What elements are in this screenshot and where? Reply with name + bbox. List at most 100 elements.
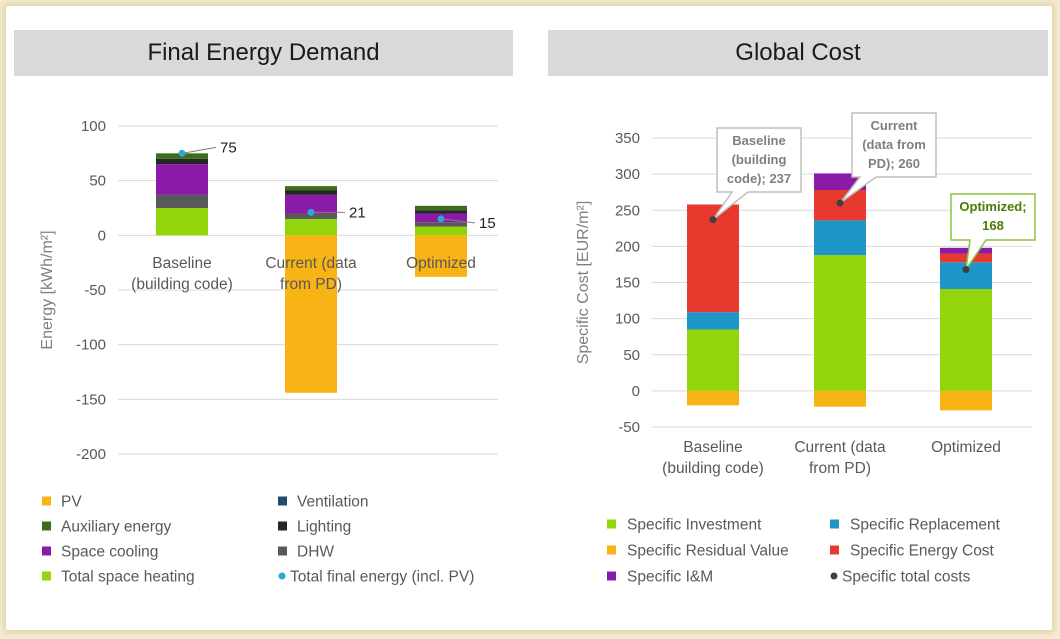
- y-tick-label: 300: [615, 166, 640, 183]
- legend-marker: [278, 546, 287, 556]
- energy-chart-title: Final Energy Demand: [14, 30, 513, 76]
- legend-entry: Lighting: [297, 519, 351, 536]
- total-cost-callout-label: 168: [982, 218, 1004, 233]
- y-tick-label: 250: [615, 202, 640, 219]
- y-tick-label: 100: [615, 311, 640, 328]
- bar-specific-replacement: [687, 312, 739, 330]
- bar-auxiliary-energy: [415, 205, 467, 211]
- legend-marker: [42, 546, 51, 556]
- bar-dhw: [285, 213, 337, 219]
- y-tick-label: 350: [615, 130, 640, 147]
- total-cost-callout-box: [839, 112, 937, 204]
- bar-dhw: [156, 194, 208, 208]
- bar-specific-residual-value: [687, 390, 739, 406]
- y-tick-label: 0: [98, 227, 106, 244]
- legend-entry: Specific I&M: [627, 569, 713, 586]
- y-tick-label: -200: [76, 446, 106, 463]
- x-category-label: Current (data: [794, 439, 886, 456]
- bar-pv: [415, 235, 467, 277]
- specific-total-cost-point: [836, 199, 844, 207]
- total-data-label: 21: [349, 204, 366, 221]
- cost-chart-title: Global Cost: [548, 30, 1048, 76]
- legend-marker: [278, 496, 287, 506]
- legend-entry: Space cooling: [61, 544, 158, 561]
- figure-frame: [6, 6, 1052, 630]
- y-tick-label: 200: [615, 238, 640, 255]
- x-category-label: (building code): [662, 460, 764, 477]
- x-category-label: (building code): [131, 276, 233, 293]
- legend-entry: PV: [61, 494, 82, 511]
- bar-specific-replacement: [814, 220, 866, 256]
- bar-lighting: [415, 210, 467, 214]
- bar-total-space-heating: [415, 226, 467, 236]
- x-category-label: Baseline: [683, 439, 742, 456]
- total-cost-callout-label: (data from: [862, 137, 926, 152]
- bar-lighting: [156, 158, 208, 165]
- legend-entry: Specific Replacement: [850, 517, 1001, 534]
- bar-space-cooling: [285, 194, 337, 214]
- total-final-energy-point: [437, 215, 445, 223]
- legend-marker: [42, 571, 51, 581]
- total-leader-line: [181, 146, 217, 154]
- bar-dhw: [415, 222, 467, 227]
- bar-pv: [285, 235, 337, 393]
- specific-total-cost-point: [709, 216, 717, 224]
- y-tick-label: 50: [89, 173, 106, 190]
- bar-total-space-heating: [285, 218, 337, 236]
- bar-specific-investment: [940, 289, 992, 391]
- legend-marker: [830, 572, 838, 580]
- legend-marker: [278, 521, 287, 531]
- y-tick-label: 0: [632, 383, 640, 400]
- x-category-label: from PD): [280, 276, 342, 293]
- total-cost-callout-label: PD); 260: [868, 156, 920, 171]
- legend-entry: Specific Energy Cost: [850, 543, 995, 560]
- bar-auxiliary-energy: [285, 186, 337, 191]
- total-final-energy-point: [307, 208, 315, 216]
- bar-total-space-heating: [156, 208, 208, 236]
- total-cost-callout-label: Optimized;: [959, 199, 1026, 214]
- total-data-label: 75: [220, 139, 237, 156]
- y-tick-label: 150: [615, 275, 640, 292]
- bar-specific-investment: [687, 329, 739, 391]
- legend-entry: DHW: [297, 544, 334, 561]
- legend-entry: Ventilation: [297, 494, 369, 511]
- y-axis-title: Energy [kWh/m²]: [39, 230, 56, 349]
- total-cost-callout-label: code); 237: [727, 171, 791, 186]
- x-category-label: Current (data: [265, 255, 357, 272]
- y-tick-label: -50: [618, 419, 640, 436]
- y-tick-label: 50: [623, 347, 640, 364]
- y-axis-title: Specific Cost [EUR/m²]: [575, 201, 592, 365]
- total-cost-callout-label: Baseline: [732, 133, 785, 148]
- total-leader-line: [440, 218, 476, 224]
- legend-marker: [278, 572, 286, 580]
- total-cost-callout-box: [712, 127, 802, 221]
- legend-entry: Auxiliary energy: [61, 519, 172, 536]
- y-tick-label: -100: [76, 337, 106, 354]
- x-category-label: Baseline: [152, 255, 211, 272]
- legend-marker: [607, 571, 616, 581]
- legend-entry: Specific total costs: [842, 569, 971, 586]
- x-category-label: Optimized: [406, 255, 476, 272]
- y-tick-label: -150: [76, 391, 106, 408]
- y-tick-label: 100: [81, 118, 106, 135]
- legend-marker: [42, 496, 51, 506]
- total-data-label: 15: [479, 215, 496, 232]
- y-tick-label: -50: [84, 282, 106, 299]
- legend-entry: Total final energy (incl. PV): [290, 569, 474, 586]
- x-category-label: from PD): [809, 460, 871, 477]
- legend-entry: Specific Investment: [627, 517, 762, 534]
- bar-specific-energy-cost: [940, 253, 992, 263]
- legend-entry: Specific Residual Value: [627, 543, 789, 560]
- bar-specific-i-m: [940, 247, 992, 254]
- total-cost-callout-label: (building: [732, 152, 787, 167]
- bar-space-cooling: [156, 164, 208, 195]
- x-category-label: Optimized: [931, 439, 1001, 456]
- legend-marker: [607, 545, 616, 555]
- bar-specific-residual-value: [940, 390, 992, 411]
- legend-marker: [830, 545, 839, 555]
- legend-entry: Total space heating: [61, 569, 195, 586]
- total-cost-callout-box: [950, 193, 1036, 270]
- legend-marker: [607, 519, 616, 529]
